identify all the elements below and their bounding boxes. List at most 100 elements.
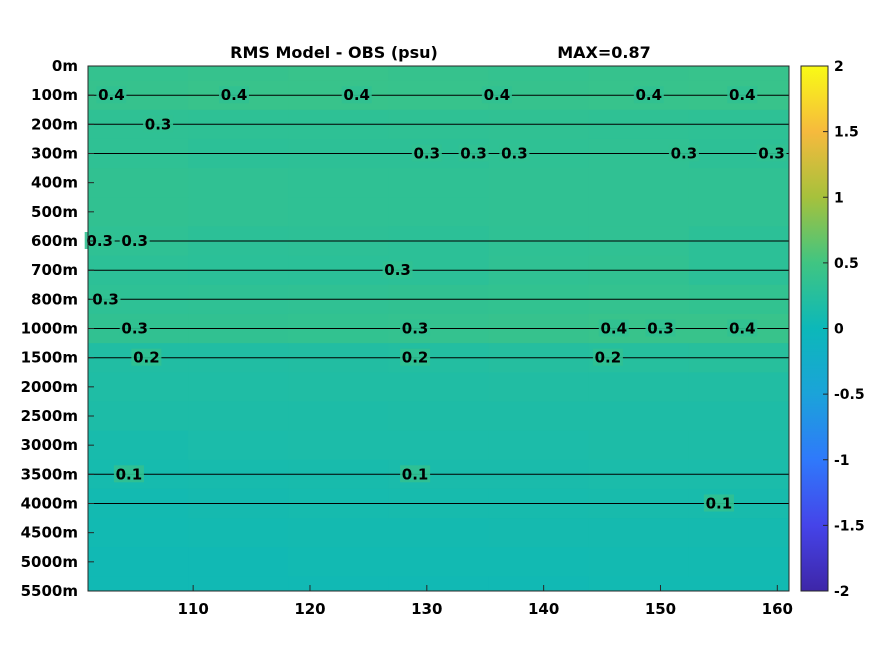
heatmap-cell [188,372,289,403]
colorbar-tick-label: -1.5 [834,518,865,534]
contour-label-background [219,86,249,104]
x-tick-label: 130 [411,600,442,618]
y-tick-label: 4500m [21,524,78,542]
heatmap-cell [88,518,189,548]
contour-label: 0.2 [133,349,160,367]
x-tick-label: 150 [645,600,676,618]
contour-label: 0.3 [414,145,441,163]
contour-label-background [598,319,629,337]
contour-label-background [481,86,512,104]
heatmap-cell [688,547,789,578]
y-tick-label: 300m [31,145,78,163]
contour-label: 0.3 [384,261,411,279]
contour-label: 0.3 [647,320,674,338]
y-tick-label: 5500m [21,582,78,600]
contour-label: 0.4 [98,86,125,104]
y-tick-label: 2000m [21,378,78,396]
contour-label: 0.1 [706,495,733,513]
contour-label-background [727,86,758,104]
heatmap-cell [688,430,789,461]
contour-label: 0.4 [729,320,756,338]
y-tick-label: 1000m [21,320,78,338]
heatmap-cell [688,168,789,198]
contour-label: 0.3 [402,320,429,338]
heatmap-cell [88,401,189,432]
heatmap-cell [388,518,490,548]
heatmap-cell [488,401,590,432]
y-tick-label: 500m [31,203,78,221]
contour-label-background [113,465,144,483]
heatmap-cell [288,66,389,82]
heatmap-cell [188,401,289,432]
contour-label: 0.4 [343,86,370,104]
contour-label-background [727,319,758,337]
contour-label-background [119,319,150,337]
y-tick-label: 100m [31,86,78,104]
heatmap-cell [388,401,490,432]
heatmap-cell [688,197,789,228]
heatmap-cell [388,66,490,82]
contour-label-background [633,86,664,104]
x-tick-label: 140 [528,600,559,618]
colorbar-tick-label: 0 [834,322,844,338]
contour-label-background [131,348,162,366]
heatmap-cell [88,372,189,403]
contour-label: 0.4 [601,320,628,338]
heatmap-cell [488,197,590,228]
heatmap-cell [288,197,389,228]
heatmap-cell [88,576,189,591]
heatmap-cell [488,372,590,403]
y-tick-label: 3500m [21,465,78,483]
contour-label: 0.3 [758,145,785,163]
plot-area [88,66,789,591]
contour-label-background [341,86,372,104]
contour-label-background [143,115,174,133]
heatmap-cell [388,197,490,228]
contour-label: 0.3 [121,320,148,338]
contour-label-background [645,319,676,337]
heatmap-cell [288,401,389,432]
heatmap-cell [688,66,789,82]
y-tick-label: 2500m [21,407,78,425]
contour-label: 0.3 [460,145,487,163]
heatmap-cell [588,66,690,82]
heatmap-cell [588,401,690,432]
contour-label-background [458,144,489,162]
y-tick-label: 800m [31,290,78,308]
heatmap-cell [388,547,490,578]
heatmap-cell [688,576,789,591]
contour-label-background [592,348,623,366]
heatmap-cell [188,430,289,461]
contour-label-background [499,144,530,162]
heatmap-cell [588,518,690,548]
contour-label: 0.3 [671,145,698,163]
contour-label-background [96,86,127,104]
y-tick-label: 3000m [21,436,78,454]
contour-label-background [756,144,787,162]
contour-label: 0.1 [116,465,143,483]
colorbar-tick-label: -0.5 [834,387,865,403]
heatmap-cell [588,547,690,578]
y-tick-label: 1500m [21,349,78,367]
heatmap-cell [288,547,389,578]
heatmap-cell [688,518,789,548]
heatmap-cell [88,197,189,228]
heatmap-cell [688,401,789,432]
heatmap-cell [588,576,690,591]
heatmap-cell [388,168,490,198]
contour-label-background [400,348,431,366]
y-tick-label: 700m [31,261,78,279]
heatmap-cell [288,372,389,403]
contour-label-group: 0.4 0.4 0.4 0.4 0.4 0.40.30.3 0.3 0.3 0.3 0.30.3 0… [84,86,787,513]
heatmap-cell [488,576,590,591]
heatmap-cell [588,197,690,228]
y-axis: 0m 100m 200m 300m 400m 500m 600m 700m 800m 1000m 1… [21,57,94,600]
colorbar: 2 1.5 1 0.5 0 -0.5 -1 -1.5 -2 [800,59,865,600]
x-tick-label: 110 [177,600,208,618]
heatmap-cell [188,518,289,548]
heatmap-cell [288,168,389,198]
y-tick-label: 4000m [21,495,78,513]
contour-label: 0.4 [636,86,663,104]
contour-label: 0.3 [92,290,119,308]
